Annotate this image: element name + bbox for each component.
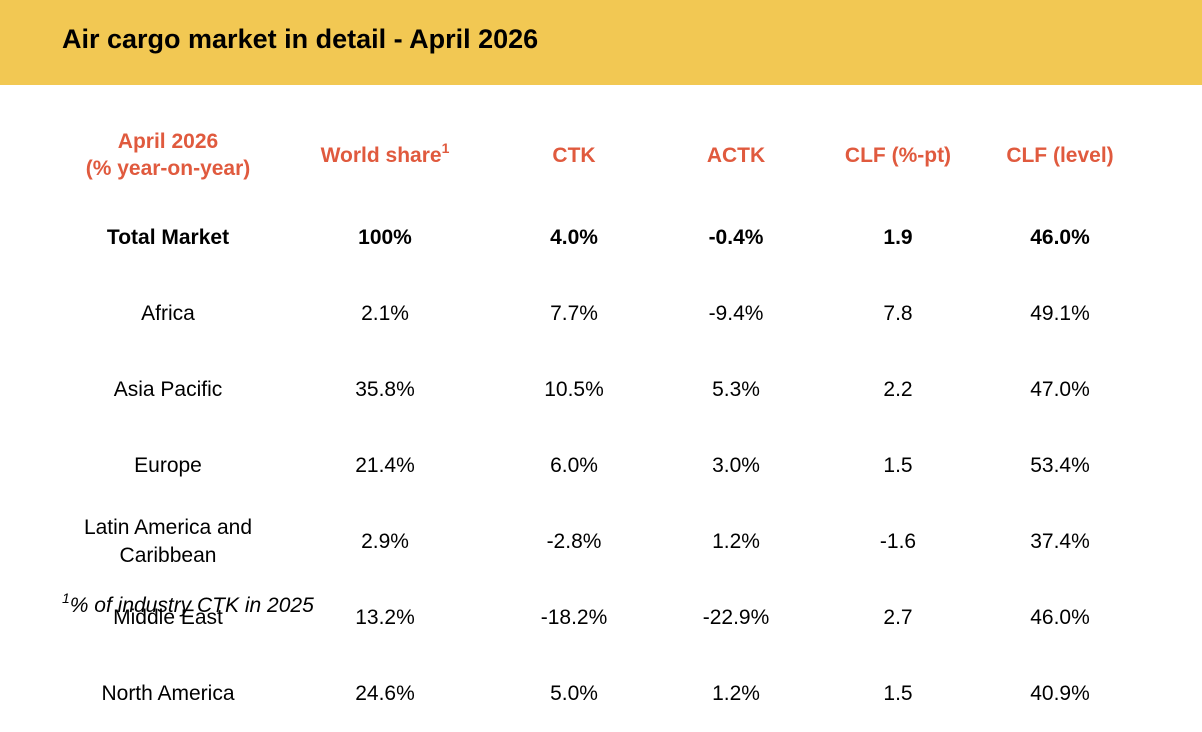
table-body: Total Market 100% 4.0% -0.4% 1.9 46.0% Africa 2…	[62, 200, 1144, 732]
row-label: Middle East	[113, 606, 223, 629]
cell: 4.0%	[550, 226, 598, 249]
cell: -2.8%	[546, 530, 602, 553]
cell: -18.2%	[540, 606, 608, 629]
header-label: CLF (level)	[1006, 143, 1114, 167]
cell: 46.0%	[1030, 606, 1090, 629]
page: Air cargo market in detail - April 2026 …	[0, 0, 1202, 705]
row-label: Africa	[141, 302, 195, 325]
table-row: Middle East 13.2% -18.2% -22.9% 2.7 46.0%	[62, 580, 1144, 656]
header-note: 1	[441, 139, 450, 156]
cell: 24.6%	[355, 682, 415, 705]
header-row: April 2026 (% year-on-year) World share1 CT…	[62, 110, 1144, 200]
table-row: Europe 21.4% 6.0% 3.0% 1.5 53.4%	[62, 428, 1144, 504]
cell: -0.4%	[708, 226, 764, 249]
cell: 37.4%	[1030, 530, 1090, 553]
table-row: Total Market 100% 4.0% -0.4% 1.9 46.0%	[62, 200, 1144, 276]
data-table: April 2026 (% year-on-year) World share1 CT…	[62, 110, 1144, 732]
footnote: 1% of industry CTK in 2025	[62, 591, 314, 618]
cell: 7.7%	[550, 302, 598, 325]
column-header: World share1	[274, 110, 496, 200]
cell: 1.2%	[712, 682, 760, 705]
cell: 53.4%	[1030, 454, 1090, 477]
cell: -22.9%	[702, 606, 770, 629]
table-row: Asia Pacific 35.8% 10.5% 5.3% 2.2 47.0%	[62, 352, 1144, 428]
cell: 40.9%	[1030, 682, 1090, 705]
column-header: April 2026 (% year-on-year)	[62, 110, 274, 200]
cell: 1.5	[883, 454, 913, 477]
cell: 1.5	[883, 682, 913, 705]
table-row: Africa 2.1% 7.7% -9.4% 7.8 49.1%	[62, 276, 1144, 352]
cell: 100%	[358, 226, 412, 249]
cell: 2.2	[883, 378, 913, 401]
table-row: Latin America and Caribbean 2.9% -2.8% 1.2%…	[62, 504, 1144, 580]
header-label: ACTK	[706, 143, 766, 167]
header-line: April 2026	[117, 130, 219, 153]
column-header: CLF (%-pt)	[820, 110, 976, 200]
row-label: Total Market	[106, 226, 230, 249]
table-row: North America 24.6% 5.0% 1.2% 1.5 40.9%	[62, 656, 1144, 732]
cell: 13.2%	[355, 606, 415, 629]
row-label: Latin America and Caribbean	[83, 516, 253, 567]
cell: 1.9	[883, 226, 913, 249]
column-header: ACTK	[652, 110, 820, 200]
cell: 2.1%	[361, 302, 409, 325]
cell: 1.2%	[712, 530, 760, 553]
cell: 35.8%	[355, 378, 415, 401]
cell: 10.5%	[544, 378, 604, 401]
cell: 5.0%	[550, 682, 598, 705]
row-label: North America	[101, 682, 235, 705]
footnote-marker: 1	[62, 590, 70, 606]
footnote-text: % of industry CTK in 2025	[69, 594, 314, 617]
title: Air cargo market in detail - April 2026	[62, 24, 539, 54]
cell: 7.8	[883, 302, 913, 325]
header-band: Air cargo market in detail - April 2026	[0, 0, 1202, 85]
header-label: CLF (%-pt)	[844, 143, 952, 167]
header-label: CTK	[552, 143, 596, 167]
cell: -1.6	[879, 530, 917, 553]
cell: 2.7	[883, 606, 913, 629]
cell: 5.3%	[712, 378, 760, 401]
cell: -9.4%	[708, 302, 764, 325]
cell: 21.4%	[355, 454, 415, 477]
header-line: (% year-on-year)	[85, 157, 251, 180]
header-label: World share	[320, 143, 442, 167]
row-label: Asia Pacific	[113, 378, 223, 401]
column-header: CLF (level)	[976, 110, 1144, 200]
row-label: Europe	[134, 454, 202, 477]
column-header: CTK	[496, 110, 652, 200]
cell: 6.0%	[550, 454, 598, 477]
cell: 2.9%	[361, 530, 409, 553]
cell: 47.0%	[1030, 378, 1090, 401]
cell: 3.0%	[712, 454, 760, 477]
cell: 46.0%	[1030, 226, 1090, 249]
cell: 49.1%	[1030, 302, 1090, 325]
